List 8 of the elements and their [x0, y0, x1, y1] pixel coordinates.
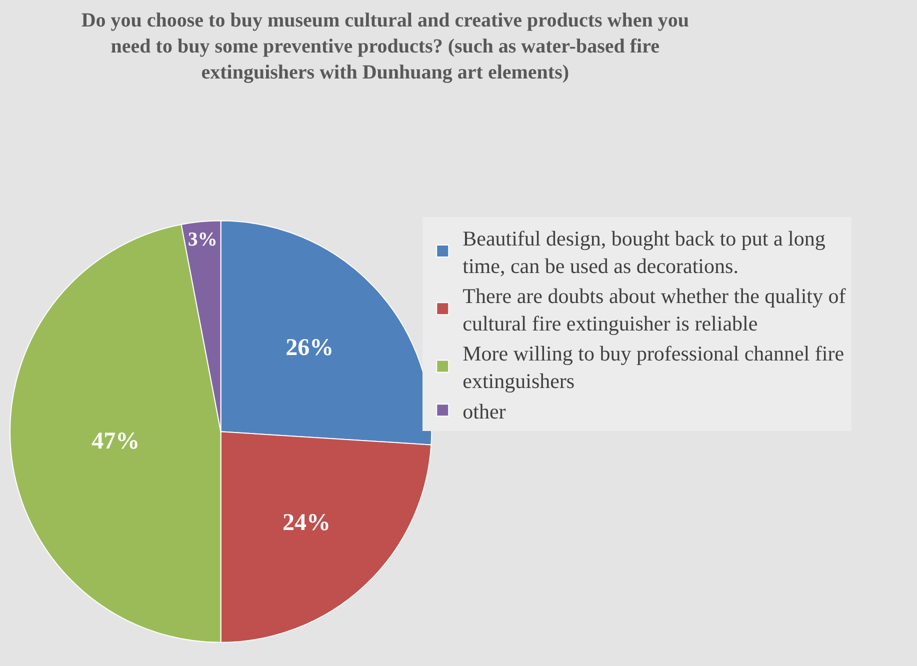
data-label: 24%	[282, 510, 330, 536]
data-label: 26%	[286, 335, 334, 362]
data-label: 3%	[188, 230, 218, 251]
legend-label: There are doubts about whether the quality of cultural fire extinguisher is reliable	[462, 284, 846, 336]
data-label: 47%	[92, 428, 140, 455]
legend-label: Beautiful design, bought back to put a long time, can be used as decorations.	[462, 226, 826, 278]
chart-title: Do you choose to buy museum cultural and creative products when you need to buy some preventive products? (such as water-based fire extinguishers with Dunhuang art elements)	[81, 10, 689, 84]
legend-label: other	[462, 399, 506, 424]
